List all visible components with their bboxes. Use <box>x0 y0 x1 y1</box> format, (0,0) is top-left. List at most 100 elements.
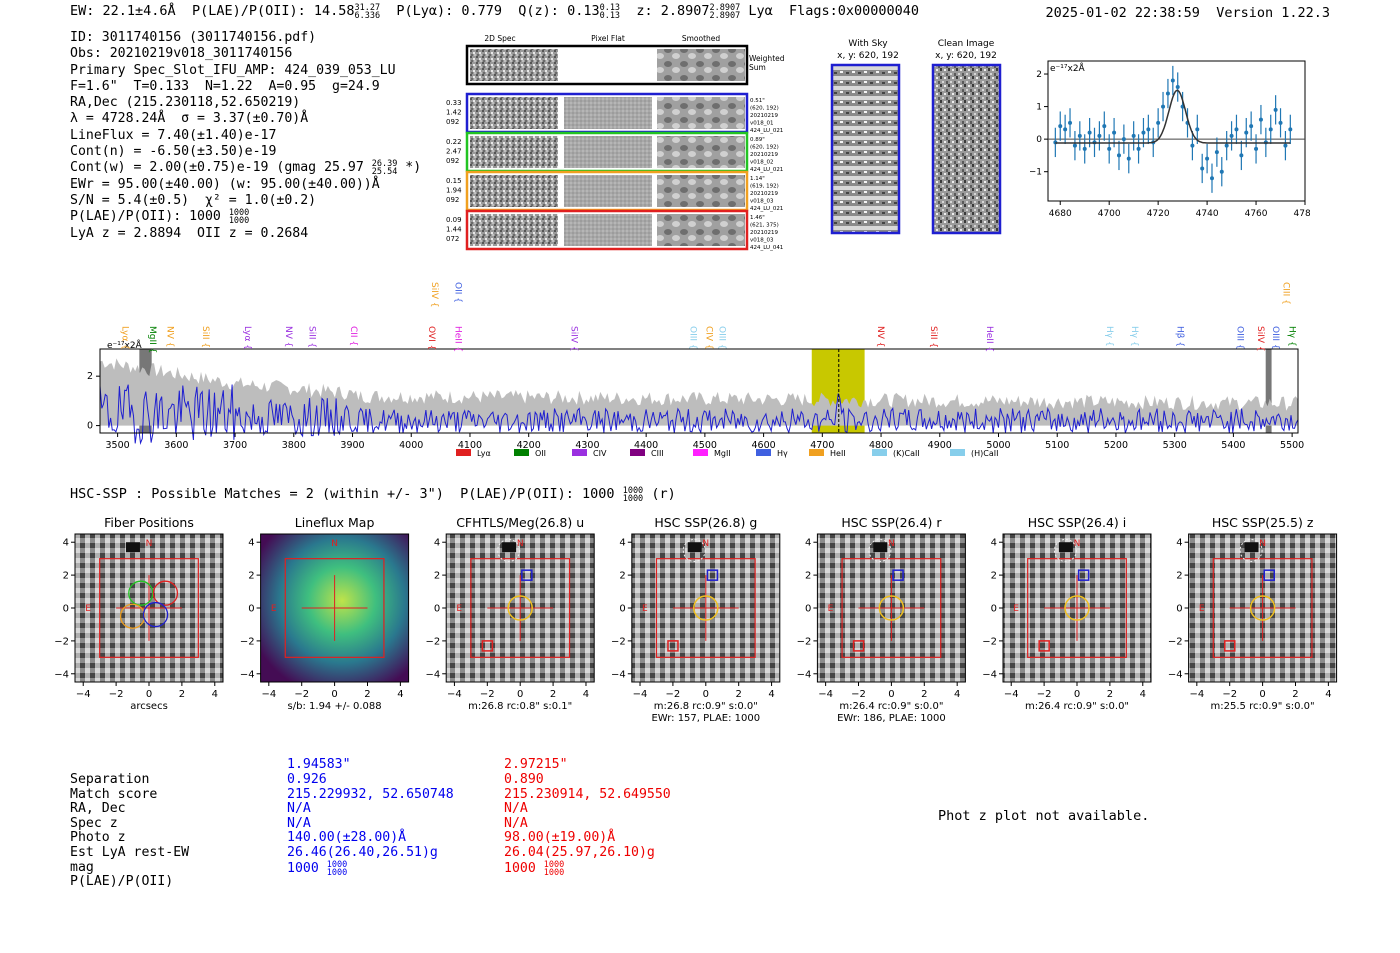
fiber-4-right-2: 20210219 <box>750 230 778 236</box>
panel-xtick-label: −4 <box>1189 689 1204 700</box>
info-lya-z: LyA z = 2.8894 OII z = 0.2684 <box>70 225 309 241</box>
aperture-circle <box>507 595 533 621</box>
zoom-point <box>1107 146 1112 151</box>
legend-label: MgII <box>714 449 731 458</box>
header-right: 2025-01-02 22:38:59 Version 1.22.3 <box>1046 5 1331 21</box>
zoom-point <box>1072 143 1077 148</box>
fiber-4-right-0: 1.46" <box>750 215 765 221</box>
panel-ytick-label: 0 <box>1176 604 1182 615</box>
zoom-ytick-label: 2 <box>1036 70 1042 80</box>
panel-ytick-label: 2 <box>248 571 254 582</box>
detection-info: ID: 3011740156 (3011740156.pdf) Obs: 202… <box>70 30 421 242</box>
match-value: 98.00(±19.00)Å <box>504 830 616 846</box>
aperture-box <box>470 558 571 658</box>
match-value: 0.926 <box>287 772 327 787</box>
fiber-2-right-2: 20210219 <box>750 152 778 158</box>
zoom-point <box>1121 137 1126 142</box>
bright-source <box>1244 542 1259 553</box>
spectrum-line-label: SiII { <box>307 326 317 348</box>
info-contw: Cont(w) = 2.00(±0.75)e-19 (gmag 25.97 26… <box>70 159 422 178</box>
zoom-point <box>1195 127 1200 132</box>
cutout-stack: 2D Spec Pixel Flat Smoothed Weighted Sum… <box>446 34 785 251</box>
with-sky-title: With Sky <box>848 39 888 49</box>
spectrum-xtick-label: 3600 <box>164 440 188 451</box>
zoom-point <box>1254 146 1259 151</box>
imaging-panel-3: CFHTLS/Meg(26.8) u N E −4 −4 −2 −2 0 0 2 2 4 4 m:26.8… <box>425 515 595 712</box>
fiber-1-right-1: (620, 192) <box>750 106 779 112</box>
panel-xtick-label: 2 <box>736 689 742 700</box>
zoom-point <box>1205 156 1210 161</box>
zoom-point <box>1273 107 1278 112</box>
zoom-point <box>1116 153 1121 158</box>
col-label-2dspec: 2D Spec <box>484 34 515 43</box>
legend-label: Hγ <box>777 449 788 458</box>
panel-ytick-label: 2 <box>63 571 69 582</box>
panel-caption-1: m:26.4 rc:0.9" s:0.0" <box>1025 701 1129 712</box>
aperture-box <box>1027 558 1127 658</box>
spectrum-unit-label: e⁻¹⁷x2Å <box>107 339 143 351</box>
legend-swatch <box>456 449 471 456</box>
match-labels: Separation Match score RA, Dec Spec z Photo … <box>70 772 189 890</box>
panel-xtick-label: 4 <box>1140 689 1146 700</box>
spectrum-xtick-label: 3900 <box>340 440 364 451</box>
bright-source <box>873 542 888 553</box>
east-label: E <box>271 604 277 614</box>
imaging-panel-4: HSC SSP(26.8) g N E −4 −4 −2 −2 0 0 2 2 4 4 m:26.8 rc… <box>611 515 781 724</box>
spectrum-line-label: MgII { <box>147 326 157 353</box>
panel-ytick-label: 0 <box>248 604 254 615</box>
zoom-point <box>1146 127 1151 132</box>
zoom-point <box>1068 120 1073 125</box>
zoom-point <box>1131 133 1136 138</box>
fiber-1-right-2: 20210219 <box>750 113 778 119</box>
match-label: mag <box>70 859 94 875</box>
north-label: N <box>1259 539 1266 549</box>
legend-label: Lyα <box>477 449 491 458</box>
info-obs: Obs: 20210219v018_3011740156 <box>70 46 293 62</box>
north-label: N <box>702 539 709 549</box>
legend-swatch <box>630 449 645 456</box>
fiber-3-pixelflat <box>564 175 652 207</box>
weighted-smoothed <box>657 49 745 81</box>
fiber-1-pixelflat <box>564 97 652 129</box>
spectrum-line-label: SiIV { <box>1255 326 1265 352</box>
east-label: E <box>456 604 462 614</box>
clean-title: Clean Image <box>938 39 995 49</box>
fiber-1-right-0: 0.51" <box>750 98 765 104</box>
panel-ytick-label: 0 <box>434 604 440 615</box>
panel-caption-2: EWr: 157, PLAE: 1000 <box>651 713 760 724</box>
match-value: 215.230914, 52.649550 <box>504 786 671 802</box>
panel-caption-2: EWr: 186, PLAE: 1000 <box>837 713 946 724</box>
zoom-point <box>1278 120 1283 125</box>
match-label: Separation <box>70 772 150 787</box>
info-lambda: λ = 4728.24Å σ = 3.37(±0.70)Å <box>70 111 309 127</box>
panel-ytick-label: 4 <box>805 538 811 549</box>
match-1-box <box>1263 569 1275 581</box>
zoom-point <box>1283 143 1288 148</box>
match-1-box <box>892 569 904 581</box>
datetime: 2025-01-02 22:38:59 <box>1045 5 1200 21</box>
zoom-point <box>1141 130 1146 135</box>
spectrum-line-label: OIII { <box>1270 326 1280 350</box>
zoom-point <box>1087 130 1092 135</box>
qz-range: 0.13 0.13 <box>599 3 621 21</box>
panel-xtick-label: −4 <box>818 689 833 700</box>
panel-ytick-label: 2 <box>619 571 625 582</box>
panel-ytick-label: 2 <box>805 571 811 582</box>
panel-ytick-label: 0 <box>805 604 811 615</box>
north-label: N <box>146 539 153 549</box>
bright-source <box>687 542 702 553</box>
z-range: 2.8907 2.8907 <box>709 3 741 21</box>
panel-xtick-label: 2 <box>1292 689 1298 700</box>
panel-ytick-label: 2 <box>1176 571 1182 582</box>
weighted-label-1: Weighted <box>749 54 785 63</box>
match-value: 2.97215" <box>504 757 568 773</box>
match-value: 140.00(±28.00)Å <box>287 830 407 846</box>
zoom-point <box>1244 130 1249 135</box>
spectrum-xtick-label: 4100 <box>458 440 482 451</box>
panel-xtick-label: −2 <box>666 689 681 700</box>
spectrum-xtick-label: 4900 <box>928 440 952 451</box>
spectrum-line-label: OIII { <box>687 326 697 350</box>
panel-xtick-label: −2 <box>480 689 495 700</box>
clean-image <box>931 63 1002 235</box>
panel-ytick-label: −2 <box>54 636 69 647</box>
